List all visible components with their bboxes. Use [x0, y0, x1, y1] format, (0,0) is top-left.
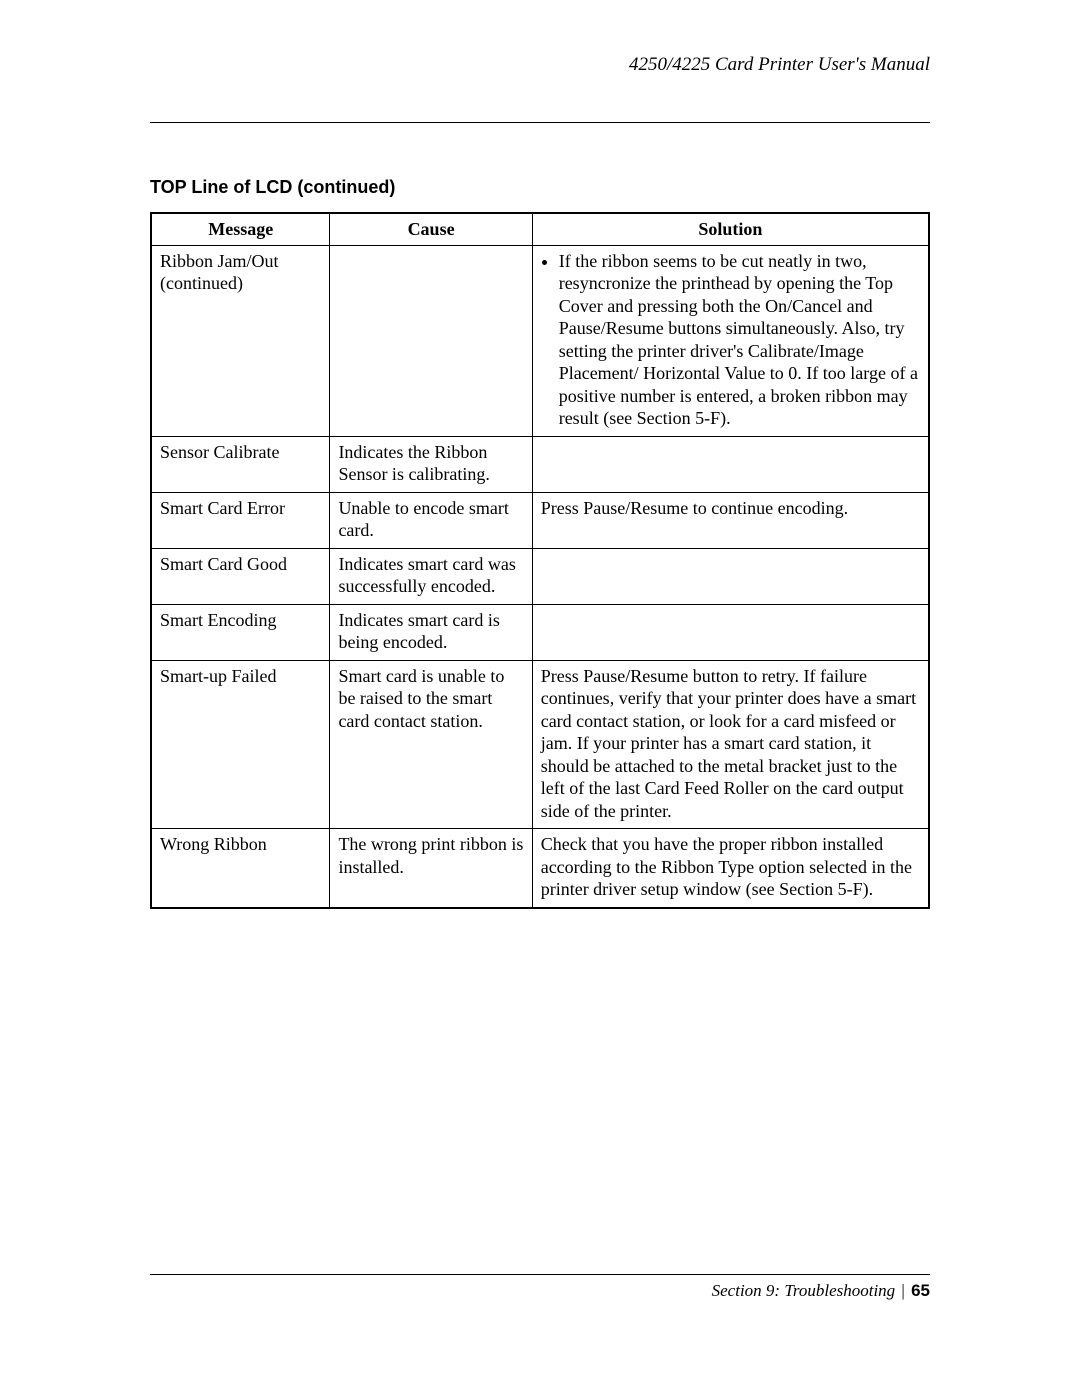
table-row: Smart Encoding Indicates smart card is b…: [151, 604, 929, 660]
cell-solution: Check that you have the proper ribbon in…: [532, 829, 929, 908]
cell-cause: The wrong print ribbon is installed.: [330, 829, 532, 908]
cell-message: Smart Card Good: [151, 548, 330, 604]
cell-message: Smart-up Failed: [151, 660, 330, 829]
cell-message: Wrong Ribbon: [151, 829, 330, 908]
lcd-messages-table: Message Cause Solution Ribbon Jam/Out (c…: [150, 212, 930, 909]
cell-solution: Press Pause/Resume to continue encoding.: [532, 492, 929, 548]
page-footer: Section 9: Troubleshooting | 65: [150, 1274, 930, 1301]
solution-bullet: If the ribbon seems to be cut neatly in …: [559, 250, 920, 430]
table-row: Sensor Calibrate Indicates the Ribbon Se…: [151, 436, 929, 492]
cell-cause: Unable to encode smart card.: [330, 492, 532, 548]
footer-divider-icon: |: [899, 1281, 906, 1300]
cell-message: Sensor Calibrate: [151, 436, 330, 492]
table-row: Smart Card Error Unable to encode smart …: [151, 492, 929, 548]
cell-message: Ribbon Jam/Out (continued): [151, 245, 330, 436]
table-row: Ribbon Jam/Out (continued) If the ribbon…: [151, 245, 929, 436]
cell-solution: If the ribbon seems to be cut neatly in …: [532, 245, 929, 436]
table-row: Smart-up Failed Smart card is unable to …: [151, 660, 929, 829]
solution-list: If the ribbon seems to be cut neatly in …: [541, 250, 920, 430]
cell-cause: Indicates smart card is being encoded.: [330, 604, 532, 660]
cell-message: Smart Encoding: [151, 604, 330, 660]
cell-solution: Press Pause/Resume button to retry. If f…: [532, 660, 929, 829]
col-header-cause: Cause: [330, 213, 532, 245]
cell-solution: [532, 436, 929, 492]
footer-text: Section 9: Troubleshooting | 65: [150, 1281, 930, 1301]
col-header-solution: Solution: [532, 213, 929, 245]
cell-cause: Indicates smart card was successfully en…: [330, 548, 532, 604]
table-row: Wrong Ribbon The wrong print ribbon is i…: [151, 829, 929, 908]
section-heading: TOP Line of LCD (continued): [150, 177, 930, 198]
page-number: 65: [911, 1281, 930, 1300]
header-rule: [150, 122, 930, 123]
page: 4250/4225 Card Printer User's Manual TOP…: [0, 0, 1080, 1397]
table-header-row: Message Cause Solution: [151, 213, 929, 245]
col-header-message: Message: [151, 213, 330, 245]
manual-title: 4250/4225 Card Printer User's Manual: [150, 54, 930, 76]
cell-cause: [330, 245, 532, 436]
table-row: Smart Card Good Indicates smart card was…: [151, 548, 929, 604]
footer-rule: [150, 1274, 930, 1275]
cell-cause: Indicates the Ribbon Sensor is calibrati…: [330, 436, 532, 492]
cell-message: Smart Card Error: [151, 492, 330, 548]
cell-cause: Smart card is unable to be raised to the…: [330, 660, 532, 829]
page-header: 4250/4225 Card Printer User's Manual: [150, 54, 930, 123]
footer-section-label: Section 9: Troubleshooting: [712, 1281, 896, 1300]
cell-solution: [532, 548, 929, 604]
cell-solution: [532, 604, 929, 660]
